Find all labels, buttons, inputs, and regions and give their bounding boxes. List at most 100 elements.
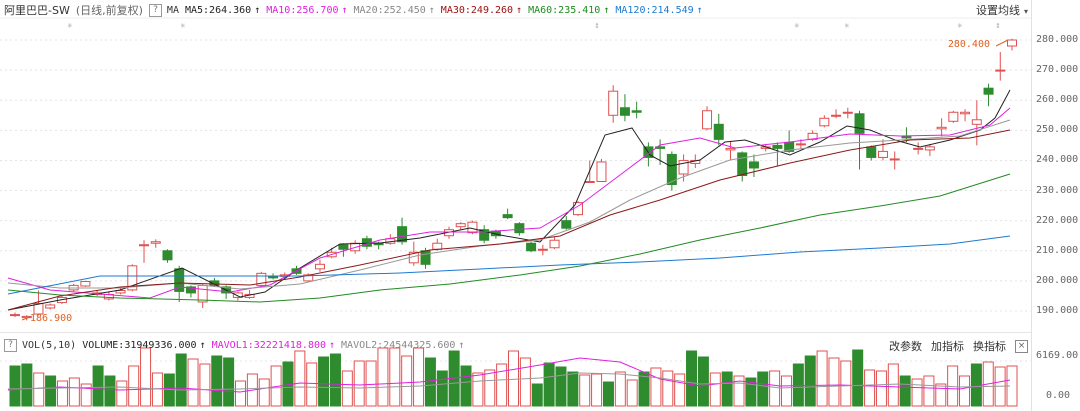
- volume-bar[interactable]: [828, 357, 840, 407]
- candle[interactable]: [702, 110, 713, 130]
- volume-bar[interactable]: [211, 355, 223, 407]
- volume-bar[interactable]: [579, 374, 591, 407]
- volume-bar[interactable]: [602, 381, 614, 407]
- volume-bar[interactable]: [199, 363, 211, 407]
- volume-bar[interactable]: [128, 365, 140, 407]
- event-marker-icon[interactable]: ✳: [794, 21, 800, 31]
- volume-bar[interactable]: [591, 373, 603, 407]
- volume-bar[interactable]: [697, 356, 709, 407]
- candle[interactable]: [795, 143, 806, 146]
- volume-bar[interactable]: [187, 358, 199, 407]
- candle[interactable]: [314, 263, 325, 270]
- candle[interactable]: [561, 220, 572, 229]
- volume-bar[interactable]: [294, 350, 306, 407]
- volume-bar[interactable]: [341, 370, 353, 407]
- candle[interactable]: [21, 315, 32, 319]
- volume-bar[interactable]: [686, 350, 698, 407]
- volume-bar[interactable]: [175, 353, 187, 407]
- volume-bar[interactable]: [353, 360, 365, 407]
- candle[interactable]: [631, 110, 642, 113]
- candle[interactable]: [514, 223, 525, 234]
- candle[interactable]: [678, 159, 689, 175]
- volume-bar[interactable]: [614, 371, 626, 407]
- volume-bar[interactable]: [875, 370, 887, 407]
- candle[interactable]: [889, 158, 900, 161]
- volume-bar[interactable]: [555, 366, 567, 407]
- candle[interactable]: [80, 280, 91, 287]
- volume-bar[interactable]: [460, 365, 472, 407]
- volume-bar[interactable]: [959, 375, 971, 407]
- volume-bar[interactable]: [401, 355, 413, 407]
- candle[interactable]: [45, 304, 56, 309]
- volume-bar[interactable]: [923, 375, 935, 407]
- volume-bar[interactable]: [721, 371, 733, 407]
- candle[interactable]: [139, 244, 150, 247]
- candle[interactable]: [115, 290, 126, 294]
- volume-bar[interactable]: [80, 383, 92, 407]
- candle[interactable]: [185, 286, 196, 294]
- volume-bar[interactable]: [911, 378, 923, 407]
- event-marker-icon[interactable]: ↕: [594, 21, 599, 31]
- candle[interactable]: [197, 284, 208, 303]
- volume-bar[interactable]: [519, 357, 531, 407]
- volume-bar[interactable]: [899, 375, 911, 407]
- candle[interactable]: [420, 250, 431, 265]
- volume-bar[interactable]: [757, 371, 769, 407]
- candle[interactable]: [33, 302, 44, 315]
- candle[interactable]: [713, 123, 724, 140]
- volume-bar[interactable]: [769, 370, 781, 407]
- volume-bar[interactable]: [816, 350, 828, 407]
- volume-bar[interactable]: [56, 380, 68, 407]
- candle[interactable]: [209, 280, 220, 286]
- candle[interactable]: [502, 214, 513, 219]
- volume-bar[interactable]: [792, 363, 804, 407]
- candle[interactable]: [901, 135, 912, 139]
- candle[interactable]: [432, 242, 443, 250]
- switch-indicator-button[interactable]: 换指标: [973, 340, 1006, 353]
- volume-bar[interactable]: [235, 380, 247, 407]
- volume-bar[interactable]: [223, 357, 235, 407]
- candle[interactable]: [854, 113, 865, 134]
- candle[interactable]: [666, 153, 677, 186]
- volume-bar[interactable]: [864, 369, 876, 407]
- candle[interactable]: [619, 107, 630, 116]
- candle[interactable]: [924, 146, 935, 151]
- volume-bar[interactable]: [674, 373, 686, 407]
- volume-bar[interactable]: [258, 378, 270, 407]
- volume-bar[interactable]: [626, 379, 638, 407]
- candle[interactable]: [256, 272, 267, 286]
- candle[interactable]: [948, 111, 959, 122]
- candle[interactable]: [725, 147, 736, 151]
- volume-bar[interactable]: [9, 365, 21, 407]
- event-marker-icon[interactable]: ✳: [180, 21, 186, 31]
- event-marker-icon[interactable]: ✳: [67, 21, 73, 31]
- volume-bar[interactable]: [567, 371, 579, 407]
- volume-bar[interactable]: [116, 380, 128, 407]
- candle[interactable]: [338, 244, 349, 250]
- volume-bar[interactable]: [709, 372, 721, 407]
- candle[interactable]: [748, 161, 759, 169]
- candle[interactable]: [10, 314, 20, 317]
- candle[interactable]: [232, 292, 243, 298]
- volume-bar[interactable]: [852, 349, 864, 407]
- event-marker-icon[interactable]: ✳: [844, 21, 850, 31]
- volume-bar[interactable]: [531, 383, 543, 407]
- candle[interactable]: [150, 241, 161, 244]
- event-marker-icon[interactable]: ✳: [957, 21, 963, 31]
- volume-bar[interactable]: [104, 375, 116, 407]
- volume-bar[interactable]: [780, 375, 792, 407]
- candle[interactable]: [268, 275, 279, 279]
- add-indicator-button[interactable]: 加指标: [931, 340, 964, 353]
- volume-bar[interactable]: [318, 356, 330, 407]
- candle[interactable]: [467, 221, 478, 234]
- candle[interactable]: [866, 146, 877, 158]
- volume-bar[interactable]: [389, 347, 401, 407]
- candle[interactable]: [655, 146, 666, 149]
- volume-bar[interactable]: [68, 377, 80, 407]
- volume-bar[interactable]: [887, 363, 899, 407]
- candle[interactable]: [877, 150, 888, 158]
- volume-bar[interactable]: [935, 383, 947, 407]
- candle[interactable]: [913, 147, 924, 150]
- volume-bar[interactable]: [33, 372, 45, 407]
